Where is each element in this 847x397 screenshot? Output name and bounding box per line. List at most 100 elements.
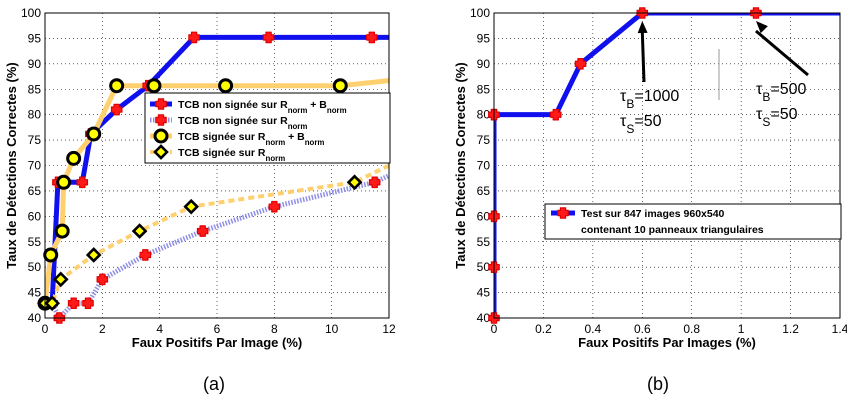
annotation-line2: τS=50 <box>756 106 798 129</box>
x-tick-label: 1 <box>738 322 745 336</box>
data-point-s1 <box>366 31 378 44</box>
data-point-s3 <box>146 78 162 94</box>
y-tick-label: 60 <box>28 209 42 223</box>
legend-marker-3 <box>153 128 169 144</box>
y-tick-label: 70 <box>477 159 491 173</box>
data-point-s4 <box>44 295 61 312</box>
legend-box <box>544 203 842 240</box>
y-tick-label: 85 <box>28 82 42 96</box>
x-tick-label: 0.8 <box>683 322 700 336</box>
axes-frame <box>44 12 390 319</box>
data-point-s1 <box>188 31 200 44</box>
y-tick-label: 65 <box>28 184 42 198</box>
legend-label-line1: Test sur 847 images 960x540 <box>581 208 725 220</box>
data-point-s2 <box>268 200 281 213</box>
y-axis-label: Taux de Détections Correctes (%) <box>4 62 19 268</box>
y-tick-label: 50 <box>477 260 491 274</box>
data-point-s2 <box>368 176 381 189</box>
annotation-arrow-head <box>637 21 648 34</box>
legend-label-line2: contenant 10 panneaux triangulaires <box>581 224 764 236</box>
x-tick-label: 2 <box>99 322 106 336</box>
legend-marker-4 <box>153 144 169 160</box>
y-tick-label: 80 <box>477 108 491 122</box>
panel-label: (b) <box>647 374 669 394</box>
y-tick-label: 40 <box>477 311 491 325</box>
y-tick-label: 90 <box>28 57 42 71</box>
x-tick-label: 1.4 <box>832 322 847 336</box>
y-tick-label: 45 <box>28 286 42 300</box>
annotation-arrow-head <box>755 21 768 34</box>
legend-box <box>144 92 391 164</box>
y-tick-label: 75 <box>477 133 491 147</box>
data-point-s3 <box>218 78 234 94</box>
data-point-s4 <box>183 198 200 215</box>
data-point-s2 <box>82 297 94 310</box>
grid <box>45 13 389 318</box>
y-tick-label: 55 <box>477 235 491 249</box>
x-tick-label: 0.4 <box>585 322 602 336</box>
data-point-s1 <box>76 176 89 189</box>
data-point-s3 <box>54 223 70 239</box>
legend: Test sur 847 images 960x540 contenant 10 … <box>544 203 842 240</box>
data-point-s2 <box>196 225 209 237</box>
annotation-arrow-shaft <box>755 29 809 77</box>
x-tick-label: 4 <box>156 322 163 336</box>
y-tick-label: 75 <box>28 133 42 147</box>
chart-panel-a: 0 2 4 6 8 10 12 40 45 50 55 60 65 70 75 80 85 90 95 100 Faux… <box>4 6 396 394</box>
annotation-line2: τS=50 <box>620 113 662 136</box>
series-line-1 <box>45 34 389 306</box>
data-point-s3 <box>56 174 72 190</box>
data-point-s3 <box>43 247 59 263</box>
y-tick-label: 55 <box>28 235 42 249</box>
data-point-s2 <box>139 249 152 261</box>
data-point-s4 <box>85 247 102 263</box>
annotation-arrow-shaft <box>640 30 646 83</box>
y-tick-label: 100 <box>21 6 41 20</box>
chart-panel-b: 0 0.2 0.4 0.6 0.8 1 1.2 1.4 40 45 50 55 60 65 70 75 80 85… <box>453 6 847 394</box>
legend-label-1: TCB non signée sur Rnorm + Bnorm <box>178 99 347 115</box>
y-tick-label: 50 <box>28 260 42 274</box>
annotation-line1: τB=1000 <box>620 88 679 111</box>
x-tick-label: 6 <box>214 322 221 336</box>
x-tick-label: 0.2 <box>535 322 552 336</box>
x-tick-label: 1.2 <box>782 322 799 336</box>
y-tick-label: 100 <box>470 6 490 20</box>
y-tick-label: 95 <box>28 31 42 45</box>
data-point-s3 <box>86 126 102 142</box>
x-axis-label: Faux Positifs Par Images (%) <box>578 335 756 350</box>
legend-label-4: TCB signée sur Rnorm <box>178 147 285 163</box>
data-point-s3 <box>66 150 82 166</box>
markers-group <box>37 31 381 324</box>
y-tick-label: 60 <box>477 209 491 223</box>
data-point-s4 <box>131 223 148 239</box>
data-point-s4 <box>52 271 69 288</box>
y-tick-label: 80 <box>28 108 42 122</box>
legend-label-3: TCB signée sur Rnorm + Bnorm <box>178 131 324 147</box>
data-point-s3 <box>109 78 125 94</box>
data-point-s3 <box>332 78 348 94</box>
data-point-s2 <box>96 273 109 286</box>
legend-marker-1 <box>557 207 569 219</box>
x-tick-label: 0 <box>491 322 498 336</box>
data-point-s1 <box>549 108 562 121</box>
y-tick-label: 70 <box>28 159 42 173</box>
y-tick-label: 90 <box>477 57 491 71</box>
data-point-s1 <box>110 103 123 116</box>
y-axis-label: Taux de Détections Correctes (%) <box>453 62 468 268</box>
data-point-s4 <box>346 174 363 191</box>
x-axis-label: Faux Positifs Par Image (%) <box>132 335 303 350</box>
data-point-s2 <box>67 297 80 310</box>
x-tick-label: 12 <box>382 322 396 336</box>
panel-label: (a) <box>203 374 225 394</box>
y-tick-label: 45 <box>477 286 491 300</box>
data-point-s1 <box>574 58 587 70</box>
x-tick-label: 10 <box>325 322 339 336</box>
x-tick-label: 0 <box>42 322 49 336</box>
x-tick-label: 8 <box>271 322 278 336</box>
y-tick-label: 95 <box>477 31 491 45</box>
legend-marker-1 <box>155 98 167 110</box>
